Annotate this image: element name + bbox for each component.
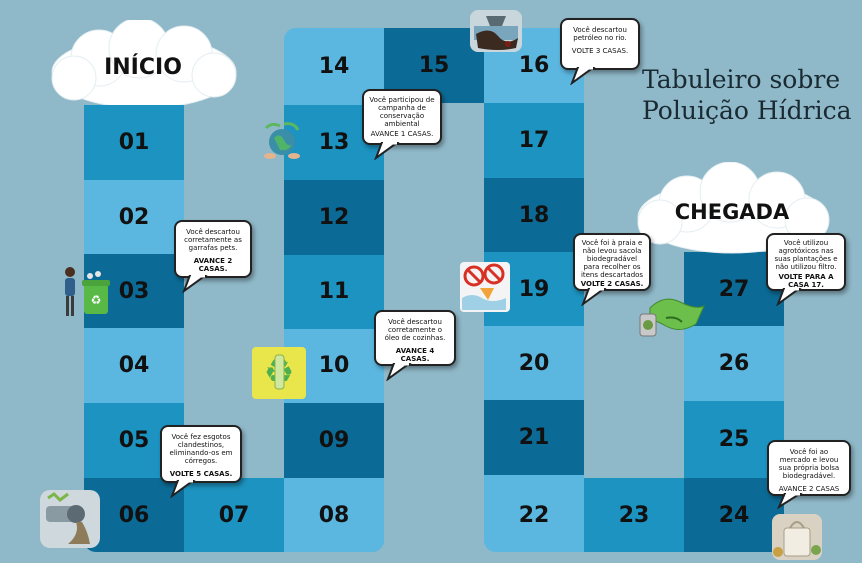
cell-number: 10 xyxy=(318,353,350,378)
card-text: Você participou de campanha de conservaç… xyxy=(369,96,435,128)
cell-number: 16 xyxy=(518,53,550,78)
title-line-1: Tabuleiro sobre xyxy=(642,65,841,94)
card-text: Você foi ao mercado e levou sua própria … xyxy=(778,448,840,480)
cell-number: 19 xyxy=(518,277,550,302)
card-text: Você descartou petróleo no rio. xyxy=(573,26,627,42)
cell-number: 03 xyxy=(118,279,150,304)
recycling-person-icon: ♻ xyxy=(65,267,110,316)
card-action: AVANCE 2 CASAS xyxy=(778,485,840,493)
card-text: Você descartou corretamente as garrafas … xyxy=(184,228,242,252)
cell-number: 22 xyxy=(518,502,550,528)
card-text: Você foi à praia e não levou sacola biod… xyxy=(580,239,644,279)
start-label: INÍCIO xyxy=(104,55,182,80)
cell-number: 04 xyxy=(118,353,150,378)
card-action: VOLTE PARA A CASA 17. xyxy=(778,273,834,289)
cell-number: 14 xyxy=(318,54,350,79)
start-cloud: INÍCIO xyxy=(44,20,242,115)
board-cell-04[interactable]: 04 xyxy=(84,328,184,403)
bubble-tail-icon xyxy=(374,142,400,160)
card-text: Você fez esgotos clandestinos, eliminand… xyxy=(169,433,233,465)
cell-number: 02 xyxy=(118,205,150,230)
card-cell-24[interactable]: Você foi ao mercado e levou sua própria … xyxy=(767,440,851,509)
card-action: VOLTE 5 CASAS. xyxy=(169,470,233,478)
board-cell-17[interactable]: 17 xyxy=(484,103,584,178)
card-cell-27[interactable]: Você utilizou agrotóxicos nas suas plant… xyxy=(766,233,846,306)
board-cell-08[interactable]: 08 xyxy=(284,478,384,552)
finish-label: CHEGADA xyxy=(674,200,790,224)
board-cell-09[interactable]: 09 xyxy=(284,403,384,478)
card-action: AVANCE 4 CASAS. xyxy=(395,347,435,363)
card-cell-10[interactable]: Você descartou corretamente o óleo de co… xyxy=(374,310,456,381)
board-cell-23[interactable]: 23 xyxy=(584,478,684,552)
recycled-bottle-icon: ♻ xyxy=(252,347,306,399)
board-cell-07[interactable]: 07 xyxy=(184,478,284,552)
bubble-tail-icon xyxy=(777,493,803,509)
bubble-tail-icon xyxy=(581,288,607,306)
cell-number: 21 xyxy=(518,425,550,450)
card-text: Você utilizou agrotóxicos nas suas plant… xyxy=(774,239,838,271)
board-cell-21[interactable]: 21 xyxy=(484,400,584,475)
card-text: Você descartou corretamente o óleo de co… xyxy=(384,318,446,342)
cell-number: 18 xyxy=(518,203,550,228)
board-cell-11[interactable]: 11 xyxy=(284,254,384,329)
cloud-shape-icon xyxy=(51,20,237,109)
cell-number: 24 xyxy=(718,502,750,528)
cell-number: 01 xyxy=(118,130,150,155)
board-cell-26[interactable]: 26 xyxy=(684,326,784,401)
finish-cloud: CHEGADA xyxy=(632,162,832,262)
cell-number: 17 xyxy=(518,128,550,153)
cell-number: 25 xyxy=(718,426,750,452)
cell-number: 15 xyxy=(418,53,450,78)
card-cell-06[interactable]: Você fez esgotos clandestinos, eliminand… xyxy=(160,425,242,498)
bubble-tail-icon xyxy=(170,480,196,498)
board-title: Tabuleiro sobre Poluição Hídrica xyxy=(642,64,852,126)
card-action: AVANCE 2 CASAS. xyxy=(193,257,233,273)
card-cell-19[interactable]: Você foi à praia e não levou sacola biod… xyxy=(573,233,651,306)
board-cell-20[interactable]: 20 xyxy=(484,326,584,401)
svg-text:♻: ♻ xyxy=(91,293,102,307)
recycle-globe-icon xyxy=(264,122,300,159)
card-action: AVANCE 1 CASAS. xyxy=(370,130,434,138)
sewage-pipe-icon xyxy=(40,490,100,548)
board-cell-22[interactable]: 22 xyxy=(484,478,584,552)
cell-number: 11 xyxy=(318,279,350,304)
bubble-tail-icon xyxy=(776,288,802,306)
board-cell-01[interactable]: 01 xyxy=(84,105,184,180)
cell-number: 05 xyxy=(118,428,150,453)
cell-number: 09 xyxy=(318,428,350,453)
cell-number: 07 xyxy=(218,502,250,528)
no-plastic-bag-icon xyxy=(460,262,510,312)
board-cell-18[interactable]: 18 xyxy=(484,178,584,253)
cell-number: 23 xyxy=(618,502,650,528)
card-cell-16[interactable]: Você descartou petróleo no rio. VOLTE 3 … xyxy=(560,18,640,85)
cell-number: 20 xyxy=(518,351,550,376)
cell-number: 13 xyxy=(318,130,350,155)
cell-number: 08 xyxy=(318,502,350,528)
cell-number: 27 xyxy=(718,276,750,302)
title-line-2: Poluição Hídrica xyxy=(642,96,852,125)
card-cell-13[interactable]: Você participou de campanha de conservaç… xyxy=(362,89,442,160)
board-cell-24[interactable]: 24 xyxy=(684,478,784,552)
cell-number: 06 xyxy=(118,502,150,528)
cell-number: 26 xyxy=(718,351,750,376)
board-cell-12[interactable]: 12 xyxy=(284,180,384,255)
board-cell-06[interactable]: 06 xyxy=(84,478,184,552)
pesticide-land-icon xyxy=(639,298,706,337)
bubble-tail-icon xyxy=(386,363,412,381)
oil-spill-icon xyxy=(470,10,522,52)
shopping-bag-icon xyxy=(772,514,822,560)
bubble-tail-icon xyxy=(570,67,596,85)
card-action: VOLTE 2 CASAS. xyxy=(580,280,644,288)
board-cell-02[interactable]: 02 xyxy=(84,180,184,255)
bubble-tail-icon xyxy=(182,275,208,293)
card-cell-03[interactable]: Você descartou corretamente as garrafas … xyxy=(174,220,252,293)
cell-number: 12 xyxy=(318,205,350,230)
card-action: VOLTE 3 CASAS. xyxy=(571,47,629,55)
